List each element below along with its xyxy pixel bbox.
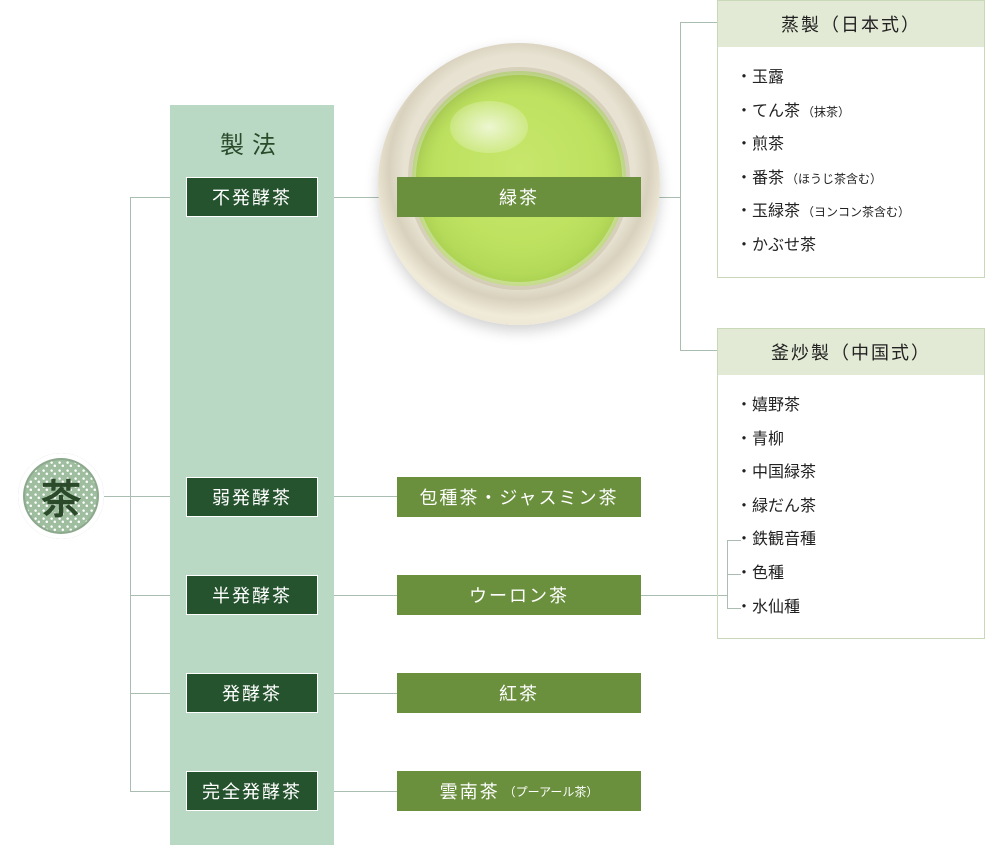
panel-item: ・てん茶（抹茶） xyxy=(736,95,968,129)
panel-item-sub: （ほうじ茶含む） xyxy=(786,172,882,186)
tea-type-label: 包種茶・ジャスミン茶 xyxy=(419,484,618,510)
panel-item: ・煎茶 xyxy=(736,128,968,162)
connector-line xyxy=(680,22,681,351)
panel-item: ・かぶせ茶 xyxy=(736,229,968,263)
tea-type-box-m0: 緑茶 xyxy=(397,177,641,217)
panel-pA: 蒸製（日本式）・玉露・てん茶（抹茶）・煎茶・番茶（ほうじ茶含む）・玉緑茶（ヨンコ… xyxy=(717,0,985,278)
root-node-label: 茶 xyxy=(41,467,81,525)
panel-item: ・色種 xyxy=(736,557,968,591)
tea-type-box-m1: 包種茶・ジャスミン茶 xyxy=(397,477,641,517)
fermentation-box-d3: 発酵茶 xyxy=(186,673,318,713)
diagram-canvas: 製法 茶 不発酵茶弱発酵茶半発酵茶発酵茶完全発酵茶 緑茶包種茶・ジャスミン茶ウー… xyxy=(0,0,1000,849)
connector-line xyxy=(680,350,717,351)
panel-item: ・番茶（ほうじ茶含む） xyxy=(736,162,968,196)
fermentation-box-label: 弱発酵茶 xyxy=(212,484,292,510)
fermentation-box-d0: 不発酵茶 xyxy=(186,177,318,217)
panel-item-sub: （ヨンコン茶含む） xyxy=(802,205,910,219)
fermentation-box-label: 発酵茶 xyxy=(222,680,282,706)
panel-item: ・鉄観音種 xyxy=(736,523,968,557)
panel-item: ・緑だん茶 xyxy=(736,490,968,524)
tea-type-sublabel: （プーアール茶） xyxy=(504,783,599,800)
connector-line xyxy=(104,496,170,497)
panel-item: ・中国緑茶 xyxy=(736,456,968,490)
tea-type-label: ウーロン茶 xyxy=(469,582,569,608)
fermentation-box-d2: 半発酵茶 xyxy=(186,575,318,615)
panel-head: 釜炒製（中国式） xyxy=(718,329,984,375)
panel-body: ・玉露・てん茶（抹茶）・煎茶・番茶（ほうじ茶含む）・玉緑茶（ヨンコン茶含む）・か… xyxy=(718,47,984,277)
panel-item: ・水仙種 xyxy=(736,591,968,625)
panel-item: ・玉緑茶（ヨンコン茶含む） xyxy=(736,195,968,229)
connector-line xyxy=(680,22,717,23)
fermentation-box-label: 半発酵茶 xyxy=(212,582,292,608)
tea-type-box-m2: ウーロン茶 xyxy=(397,575,641,615)
tea-type-box-m4: 雲南茶（プーアール茶） xyxy=(397,771,641,811)
fermentation-box-label: 不発酵茶 xyxy=(212,184,292,210)
fermentation-box-d1: 弱発酵茶 xyxy=(186,477,318,517)
connector-line xyxy=(130,197,131,792)
fermentation-box-label: 完全発酵茶 xyxy=(202,778,302,804)
panel-body: ・嬉野茶・青柳・中国緑茶・緑だん茶・鉄観音種・色種・水仙種 xyxy=(718,375,984,638)
tea-type-label: 雲南茶 xyxy=(440,778,500,804)
connector-line xyxy=(641,595,727,596)
panel-item: ・青柳 xyxy=(736,423,968,457)
panel-head: 蒸製（日本式） xyxy=(718,1,984,47)
method-column-title: 製法 xyxy=(170,125,334,160)
tea-type-label: 紅茶 xyxy=(499,680,539,706)
tea-type-label: 緑茶 xyxy=(499,184,539,210)
tea-type-box-m3: 紅茶 xyxy=(397,673,641,713)
fermentation-box-d4: 完全発酵茶 xyxy=(186,771,318,811)
panel-item: ・玉露 xyxy=(736,61,968,95)
panel-item-sub: （抹茶） xyxy=(802,105,850,119)
root-node-tea: 茶 xyxy=(18,453,104,539)
panel-pB: 釜炒製（中国式）・嬉野茶・青柳・中国緑茶・緑だん茶・鉄観音種・色種・水仙種 xyxy=(717,328,985,639)
panel-item: ・嬉野茶 xyxy=(736,389,968,423)
